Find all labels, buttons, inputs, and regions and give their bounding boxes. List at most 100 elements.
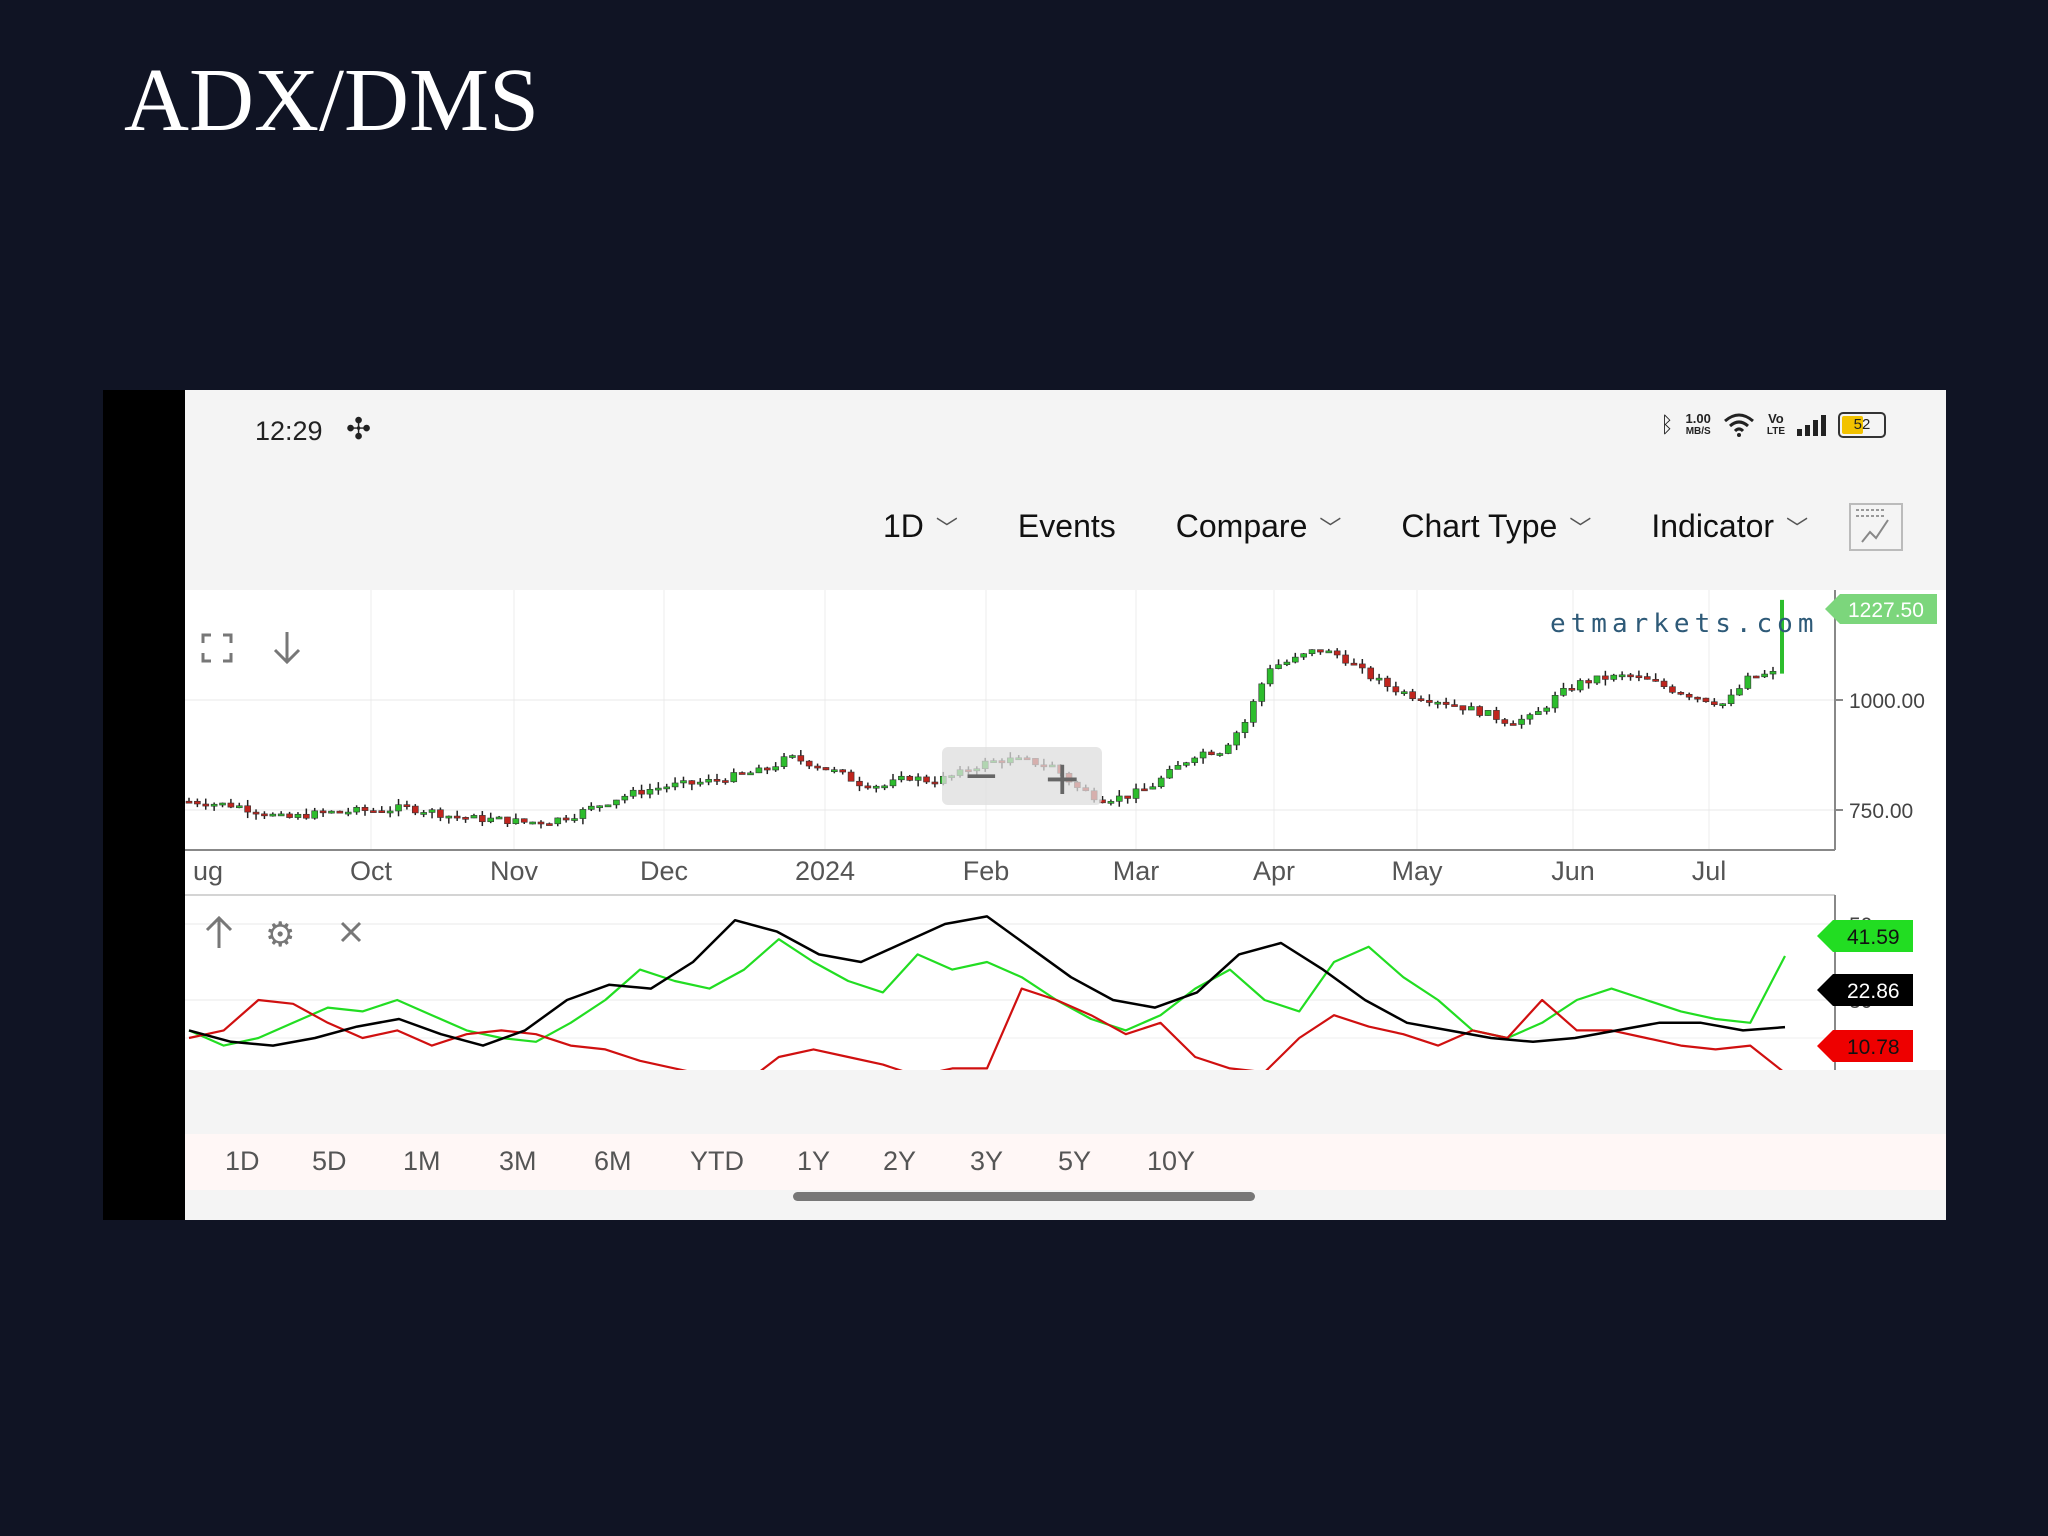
candle-up <box>311 810 319 819</box>
close-icon[interactable] <box>340 921 362 943</box>
candle-up <box>780 756 788 767</box>
candle-down <box>261 813 268 817</box>
range-button-1m[interactable]: 1M <box>403 1146 441 1176</box>
candle-down <box>1568 688 1576 691</box>
minus-di-tag: 10.78 <box>1817 1030 1913 1062</box>
speed-unit: MB/S <box>1685 426 1711 437</box>
range-button-2y[interactable]: 2Y <box>883 1146 917 1176</box>
candle-up <box>1560 688 1567 696</box>
bluetooth-icon: ᛒ <box>1660 412 1674 437</box>
candle-up <box>1535 711 1542 715</box>
chart-toolbar: 1D ﹀ Events Compare ﹀ Chart Type ﹀ Indicato… <box>883 508 1868 545</box>
candle-up <box>1325 650 1333 654</box>
candle-down <box>763 767 771 771</box>
move-up-icon[interactable] <box>205 915 233 948</box>
zoom-out-icon[interactable]: − <box>963 750 1000 801</box>
range-button-3y[interactable]: 3Y <box>970 1146 1004 1176</box>
candle-up <box>680 780 687 784</box>
x-axis-label: May <box>1391 856 1443 886</box>
x-axis-label: 2024 <box>795 856 855 886</box>
indicator-dropdown[interactable]: Indicator ﹀ <box>1651 508 1808 545</box>
battery-icon: 52 <box>1838 412 1886 438</box>
candle-up <box>1400 691 1408 694</box>
candle-up <box>629 789 637 797</box>
left-black-border <box>103 390 185 1220</box>
watermark: etmarkets.com <box>1550 609 1819 639</box>
download-arrow-icon[interactable] <box>273 632 301 665</box>
candle-down <box>864 785 872 789</box>
range-button-5y[interactable]: 5Y <box>1058 1146 1092 1176</box>
candle-down <box>361 806 369 811</box>
gear-icon[interactable]: ⚙ <box>265 915 295 955</box>
candle-up <box>395 804 402 812</box>
candle-up <box>621 795 629 801</box>
chart-settings-icon[interactable] <box>1848 502 1904 552</box>
indicator-series <box>188 915 1786 1070</box>
range-button-1d[interactable]: 1D <box>225 1146 260 1176</box>
candle-up <box>1551 694 1559 709</box>
candle-up <box>1467 706 1475 711</box>
candle-up <box>235 805 243 809</box>
status-time: 12:29 <box>255 416 323 446</box>
chart-type-dropdown[interactable]: Chart Type ﹀ <box>1401 508 1591 545</box>
candle-down <box>1677 692 1685 695</box>
candle-up <box>1300 653 1307 658</box>
candle-up <box>1593 675 1601 684</box>
range-button-5d[interactable]: 5D <box>312 1146 347 1176</box>
candle-down <box>1585 680 1592 684</box>
candle-up <box>420 812 427 815</box>
candle-down <box>1451 704 1458 707</box>
candle-up <box>596 805 603 809</box>
candle-down <box>378 810 386 813</box>
x-axis-label: Oct <box>350 856 393 886</box>
candle-down <box>336 810 344 814</box>
candle-up <box>705 779 712 783</box>
candle-down <box>1643 676 1651 680</box>
candle-down <box>403 804 411 807</box>
candle-down <box>202 803 210 807</box>
slide-title: ADX/DMS <box>124 51 540 150</box>
home-indicator[interactable] <box>793 1192 1255 1201</box>
candle-down <box>462 817 469 820</box>
zoom-in-icon[interactable]: + <box>1043 751 1082 805</box>
interval-dropdown[interactable]: 1D ﹀ <box>883 508 958 545</box>
candle-up <box>571 818 578 821</box>
chart-type-label: Chart Type <box>1401 508 1558 544</box>
compare-dropdown[interactable]: Compare ﹀ <box>1176 508 1342 545</box>
candle-down <box>1635 675 1643 679</box>
candle-down <box>319 810 327 814</box>
candle-up <box>1576 680 1584 691</box>
range-button-10y[interactable]: 10Y <box>1147 1146 1196 1176</box>
events-button[interactable]: Events <box>1018 508 1116 545</box>
candle-up <box>1166 769 1173 779</box>
fullscreen-icon[interactable] <box>201 633 233 663</box>
candle-up <box>294 813 302 818</box>
range-button-ytd[interactable]: YTD <box>690 1146 744 1176</box>
candle-up <box>1241 722 1249 733</box>
candle-down <box>1652 679 1659 682</box>
candle-up <box>613 799 620 806</box>
candle-up <box>1199 751 1207 759</box>
candle-up <box>1216 753 1224 756</box>
candle-up <box>1434 701 1442 705</box>
candle-down <box>1711 701 1718 705</box>
candle-down <box>1660 680 1668 687</box>
candle-down <box>1509 723 1517 726</box>
candle-down <box>479 815 486 823</box>
candle-up <box>1484 710 1492 716</box>
range-button-3m[interactable]: 3M <box>499 1146 537 1176</box>
battery-level: 52 <box>1853 416 1871 433</box>
range-button-1y[interactable]: 1Y <box>797 1146 831 1176</box>
x-axis-label: Mar <box>1113 856 1160 886</box>
candle-up <box>671 782 679 788</box>
last-price-tag: 1227.50 <box>1825 594 1937 624</box>
candle-down <box>805 760 813 767</box>
chart-area[interactable]: etmarkets.com − + 1000.00 750.00 1227.50 … <box>185 590 1946 1070</box>
candle-up <box>1250 701 1257 723</box>
fan-icon: ✣ <box>346 413 372 446</box>
candle-up <box>1149 786 1157 790</box>
plus-di-tag: 41.59 <box>1817 920 1913 952</box>
range-button-6m[interactable]: 6M <box>594 1146 632 1176</box>
candle-up <box>1266 668 1274 685</box>
x-axis-labels: ug Oct Nov Dec 2024 Feb Mar Apr May Jun Jul <box>193 856 1726 886</box>
